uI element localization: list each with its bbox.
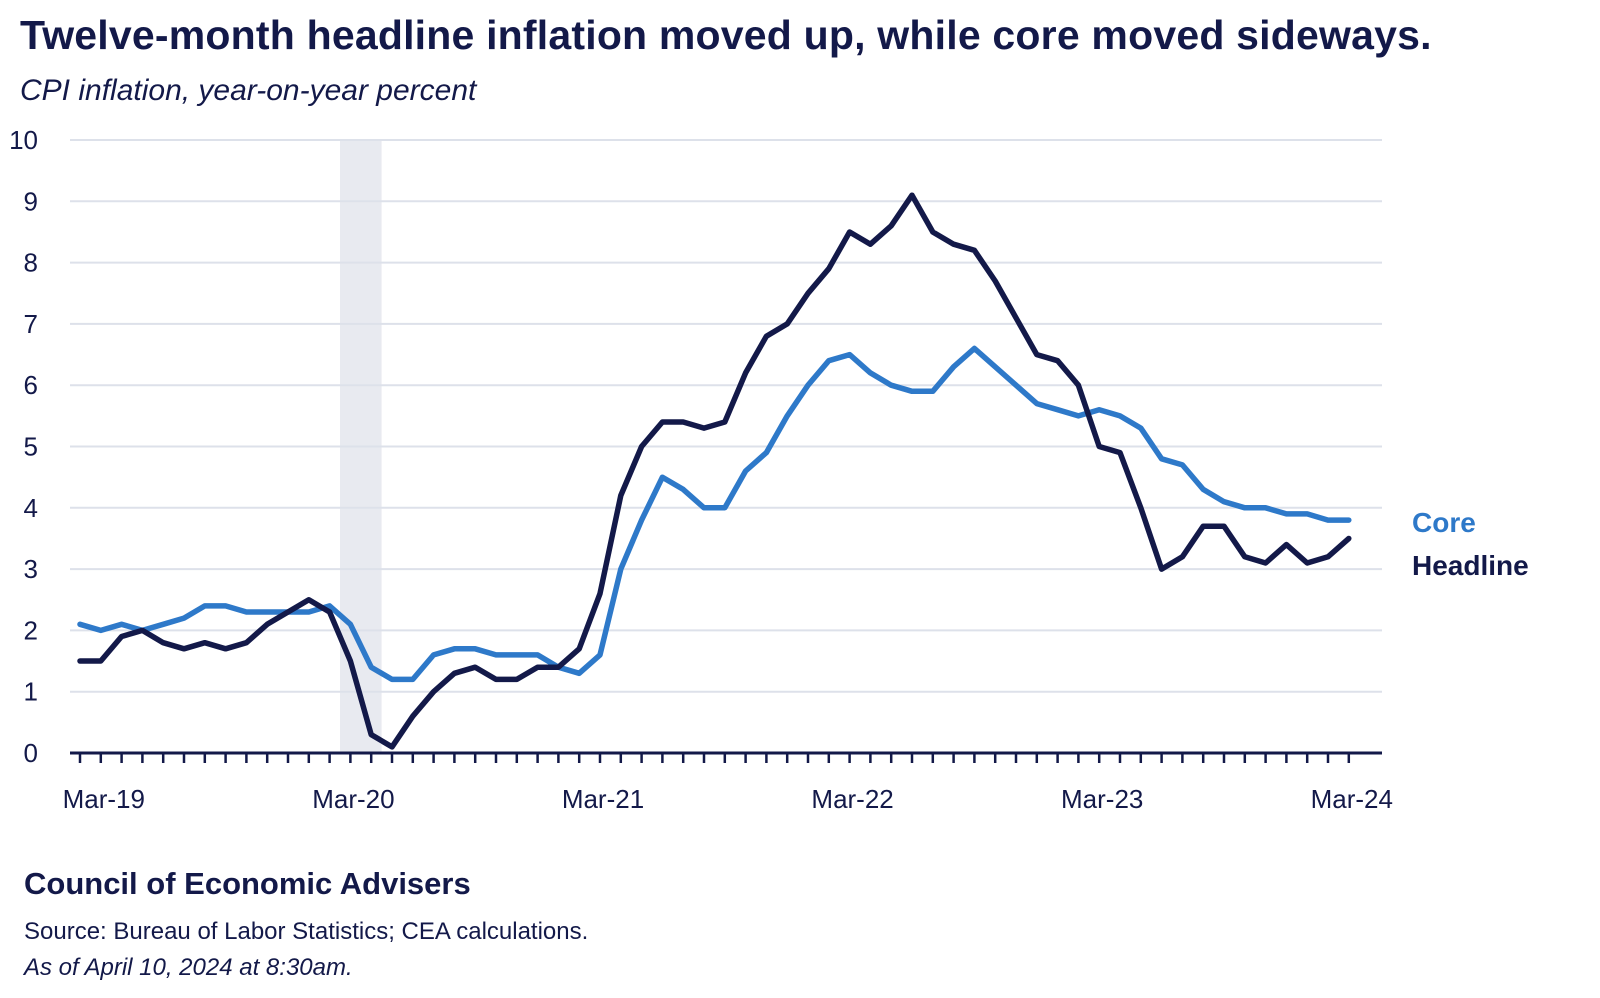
x-tick-label-Mar-23: Mar-23 bbox=[1061, 784, 1143, 814]
y-tick-label-0: 0 bbox=[24, 738, 38, 768]
y-tick-label-5: 5 bbox=[24, 432, 38, 462]
y-tick-label-1: 1 bbox=[24, 677, 38, 707]
chart-subtitle: CPI inflation, year-on-year percent bbox=[20, 74, 477, 107]
x-axis: Mar-19 Mar-20 Mar-21 Mar-22 Mar-23 Mar-24 bbox=[63, 751, 1393, 814]
x-tick-label-Mar-19: Mar-19 bbox=[63, 784, 145, 814]
series-direct-labels: Core Headline bbox=[1412, 507, 1529, 581]
y-tick-label-2: 2 bbox=[24, 615, 38, 645]
series-line-headline bbox=[77, 192, 1352, 750]
y-tick-label-8: 8 bbox=[24, 248, 38, 278]
x-tick-label-Mar-24: Mar-24 bbox=[1311, 784, 1393, 814]
y-tick-label-4: 4 bbox=[24, 493, 38, 523]
x-tick-label-Mar-21: Mar-21 bbox=[562, 784, 644, 814]
source-note: Source: Bureau of Labor Statistics; CEA … bbox=[24, 918, 589, 945]
x-tick-label-Mar-22: Mar-22 bbox=[811, 784, 893, 814]
x-tick-label-Mar-20: Mar-20 bbox=[312, 784, 394, 814]
chart-title: Twelve-month headline inflation moved up… bbox=[20, 12, 1432, 58]
as-of-note: As of April 10, 2024 at 8:30am. bbox=[24, 954, 353, 981]
y-tick-label-7: 7 bbox=[24, 309, 38, 339]
organization-name: Council of Economic Advisers bbox=[24, 866, 471, 901]
y-tick-label-9: 9 bbox=[24, 186, 38, 216]
y-tick-label-10: 10 bbox=[9, 125, 38, 155]
series-label-core: Core bbox=[1412, 507, 1476, 538]
y-axis-tick-labels: 0 1 2 3 4 5 6 7 8 9 10 bbox=[9, 125, 38, 768]
y-tick-label-3: 3 bbox=[24, 554, 38, 584]
series-label-headline: Headline bbox=[1412, 550, 1529, 581]
series-lines bbox=[77, 192, 1352, 750]
y-tick-label-6: 6 bbox=[24, 370, 38, 400]
